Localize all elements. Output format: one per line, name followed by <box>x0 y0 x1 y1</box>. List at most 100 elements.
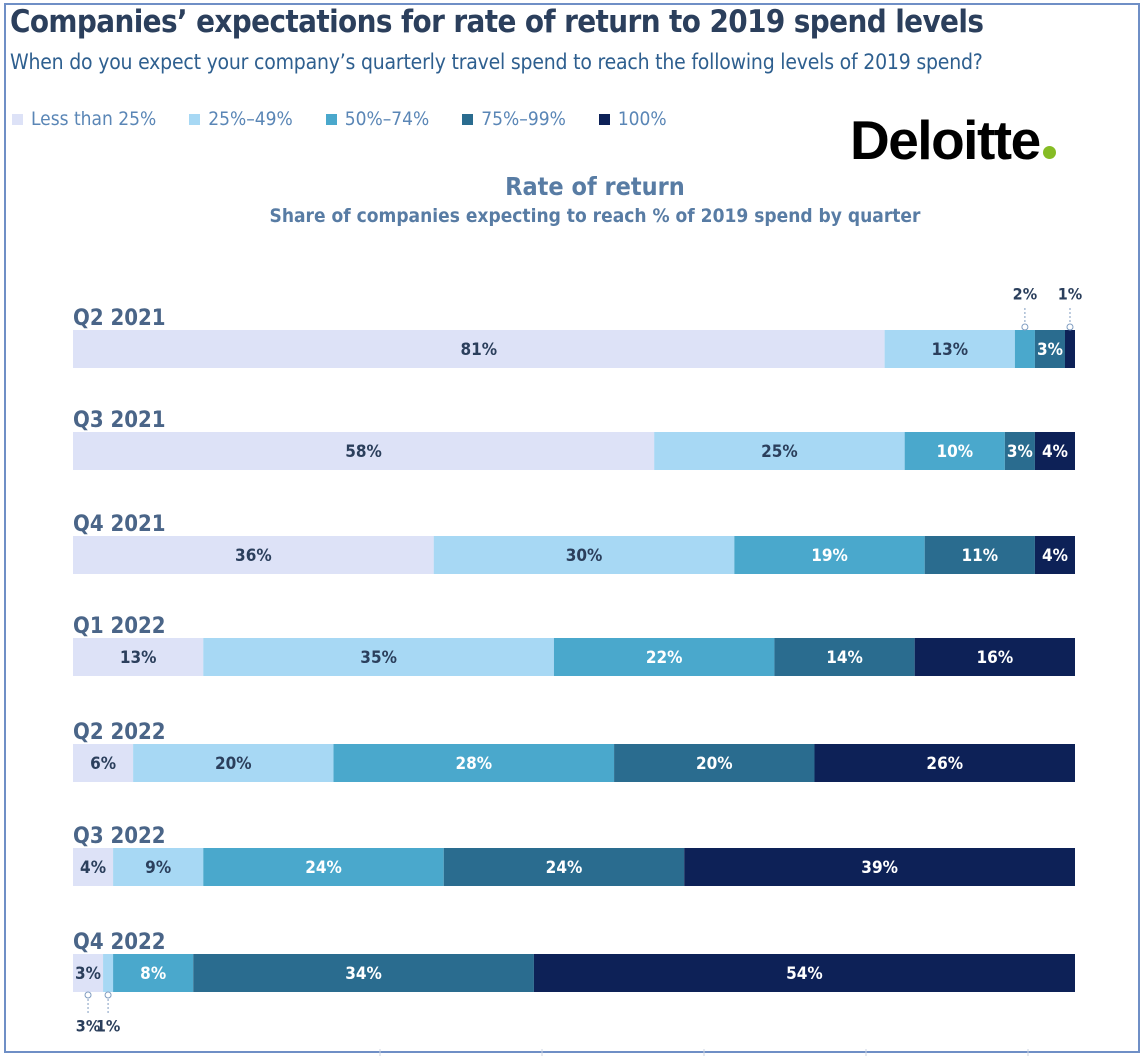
bar-label-q3-2022-50-74: 24% <box>305 858 342 878</box>
bar-label-q2-2022-75-99: 20% <box>696 754 733 774</box>
bar-q3-2022-50-74 <box>203 848 444 886</box>
category-label-q4-2021: Q4 2021 <box>73 512 166 537</box>
category-label-q2-2021: Q2 2021 <box>73 306 166 331</box>
bar-q2-2021-75-99 <box>1034 330 1065 368</box>
bar-label-q3-2021-less-than-25: 58% <box>345 442 382 462</box>
category-label-q4-2022: Q4 2022 <box>73 930 166 955</box>
bar-label-q2-2022-less-than-25: 6% <box>90 754 116 774</box>
callout-q4-2022-25-49-marker <box>104 991 112 999</box>
bar-q3-2022-less-than-25 <box>73 848 114 886</box>
bar-q3-2021-100 <box>1034 432 1075 470</box>
bar-q2-2021-50-74 <box>1014 330 1035 368</box>
bar-label-q4-2021-50-74: 19% <box>811 546 848 566</box>
bar-label-q2-2021-75-99: 3% <box>1037 340 1063 360</box>
category-label-q1-2022: Q1 2022 <box>73 614 166 639</box>
bar-q4-2021-100 <box>1034 536 1075 574</box>
legend-label: 100% <box>617 108 667 130</box>
legend-swatch <box>325 113 337 125</box>
logo-dot <box>1042 146 1056 159</box>
category-label-q3-2022: Q3 2022 <box>73 824 166 849</box>
bar-q1-2022-50-74 <box>553 638 775 676</box>
legend-swatch <box>189 113 201 125</box>
legend-label: 75%–99% <box>481 108 566 130</box>
bar-q2-2022-50-74 <box>333 744 615 782</box>
bar-q3-2021-less-than-25 <box>73 432 655 470</box>
bar-q4-2021-less-than-25 <box>73 536 434 574</box>
bar-q4-2021-50-74 <box>734 536 925 574</box>
bar-q2-2022-less-than-25 <box>73 744 134 782</box>
bar-label-q4-2022-100: 54% <box>786 964 823 984</box>
bar-q3-2022-75-99 <box>443 848 685 886</box>
bar-q4-2021-75-99 <box>924 536 1035 574</box>
deloitte-logo: Deloitte <box>850 108 1056 172</box>
bar-label-q1-2022-less-than-25: 13% <box>120 648 157 668</box>
bar-label-q2-2022-25-49: 20% <box>215 754 252 774</box>
bar-q4-2022-25-49 <box>103 954 114 992</box>
bar-q3-2021-50-74 <box>904 432 1005 470</box>
legend-swatch <box>12 113 23 125</box>
legend-swatch <box>462 113 474 125</box>
bar-q4-2022-75-99 <box>193 954 534 992</box>
bar-q1-2022-25-49 <box>203 638 554 676</box>
bar-q3-2021-75-99 <box>1004 432 1035 470</box>
bar-label-q3-2021-50-74: 10% <box>936 442 973 462</box>
figure-frame <box>4 3 1140 1053</box>
bar-label-q2-2022-100: 26% <box>926 754 963 774</box>
bar-label-q2-2021-25-49: 13% <box>931 340 968 360</box>
bar-q2-2021-less-than-25 <box>73 330 885 368</box>
bar-label-q2-2022-50-74: 28% <box>455 754 492 774</box>
chart-subtitle: Share of companies expecting to reach % … <box>269 205 921 227</box>
legend-item-less-than-25: Less than 25% <box>12 108 156 130</box>
callout-q2-2021-50-74-label: 2% <box>1013 285 1037 304</box>
bar-label-q3-2021-100: 4% <box>1042 442 1068 462</box>
bar-label-q3-2021-25-49: 25% <box>761 442 798 462</box>
bar-label-q3-2022-100: 39% <box>861 858 898 878</box>
bar-q3-2021-25-49 <box>654 432 905 470</box>
logo-text: Deloitte <box>850 109 1041 171</box>
category-label-q3-2021: Q3 2021 <box>73 408 166 433</box>
callout-q2-2021-100-label: 1% <box>1058 285 1082 304</box>
bar-label-q2-2021-less-than-25: 81% <box>461 340 498 360</box>
bar-q4-2022-100 <box>533 954 1075 992</box>
bar-label-q4-2022-75-99: 34% <box>345 964 382 984</box>
bar-label-q4-2021-100: 4% <box>1042 546 1068 566</box>
bar-q2-2021-25-49 <box>884 330 1015 368</box>
page-title: Companies’ expectations for rate of retu… <box>10 4 984 40</box>
bar-label-q4-2021-less-than-25: 36% <box>235 546 272 566</box>
bar-label-q4-2022-less-than-25: 3% <box>75 964 101 984</box>
bar-label-q3-2022-25-49: 9% <box>145 858 171 878</box>
legend-item-25-49: 25%–49% <box>189 108 293 130</box>
legend-label: 50%–74% <box>344 108 430 130</box>
bar-label-q1-2022-75-99: 14% <box>826 648 863 668</box>
bar-label-q1-2022-50-74: 22% <box>646 648 683 668</box>
callout-q2-2021-100-marker <box>1066 323 1074 331</box>
page-subtitle: When do you expect your company’s quarte… <box>10 50 983 74</box>
legend-item-50-74: 50%–74% <box>325 108 430 130</box>
bar-q3-2022-100 <box>684 848 1075 886</box>
bar-label-q4-2021-25-49: 30% <box>566 546 603 566</box>
bar-q2-2022-25-49 <box>133 744 334 782</box>
callout-q2-2021-50-74-marker <box>1021 323 1029 331</box>
callout-q4-2022-less-than-25-marker <box>84 991 92 999</box>
callout-q4-2022-25-49-label: 1% <box>96 1017 120 1036</box>
bar-label-q1-2022-25-49: 35% <box>360 648 397 668</box>
legend-swatch <box>598 113 610 125</box>
bar-q1-2022-less-than-25 <box>73 638 204 676</box>
chart-title: Rate of return <box>505 172 685 201</box>
callout-q4-2022-less-than-25-label: 3% <box>76 1017 100 1036</box>
bar-q2-2022-75-99 <box>614 744 815 782</box>
bar-q4-2021-25-49 <box>433 536 735 574</box>
bar-label-q4-2022-50-74: 8% <box>140 964 166 984</box>
bar-q3-2022-25-49 <box>113 848 204 886</box>
legend: Less than 25% 25%–49% 50%–74% 75%–99% 10… <box>12 108 700 130</box>
legend-item-100: 100% <box>598 108 667 130</box>
bar-q4-2022-50-74 <box>113 954 194 992</box>
legend-label: 25%–49% <box>208 108 293 130</box>
bar-q2-2022-100 <box>814 744 1075 782</box>
bar-label-q3-2021-75-99: 3% <box>1007 442 1033 462</box>
legend-item-75-99: 75%–99% <box>462 108 566 130</box>
bar-label-q1-2022-100: 16% <box>977 648 1014 668</box>
bar-q1-2022-75-99 <box>774 638 915 676</box>
bar-q2-2021-100 <box>1064 330 1075 368</box>
